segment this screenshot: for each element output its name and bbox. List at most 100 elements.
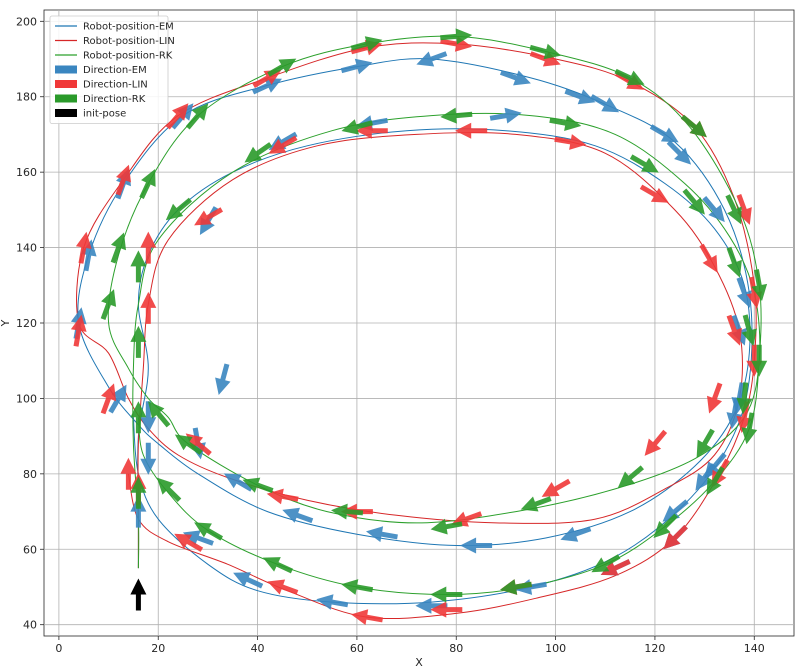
legend-box bbox=[49, 15, 169, 124]
direction-rk-arrow bbox=[267, 58, 297, 77]
x-tick-label: 20 bbox=[151, 642, 165, 655]
direction-em-arrow bbox=[252, 78, 282, 95]
direction-lin-arrow bbox=[252, 69, 282, 88]
direction-rk-arrow bbox=[520, 496, 552, 512]
y-tick-label: 120 bbox=[16, 317, 37, 330]
direction-lin-arrow bbox=[455, 122, 488, 139]
y-tick-label: 100 bbox=[16, 392, 37, 405]
direction-lin-arrow bbox=[541, 478, 571, 497]
direction-lin-arrow bbox=[430, 601, 463, 618]
direction-lin-arrow bbox=[726, 314, 742, 346]
direction-rk-arrow bbox=[194, 522, 223, 541]
direction-lin-arrow bbox=[639, 184, 669, 203]
direction-lin-arrow bbox=[115, 164, 131, 196]
direction-lin-arrow bbox=[266, 488, 299, 505]
direction-em-arrow bbox=[702, 196, 725, 223]
series-rk-line bbox=[107, 35, 762, 596]
direction-rk-arrow bbox=[725, 194, 742, 225]
grid-layer bbox=[44, 10, 794, 636]
direction-lin-arrow bbox=[100, 383, 117, 415]
direction-rk-arrow bbox=[242, 477, 274, 493]
direction-rk-arrow bbox=[617, 465, 644, 488]
legend-label: Robot-position-RK bbox=[83, 51, 173, 62]
x-tick-label: 60 bbox=[350, 642, 364, 655]
direction-rk-arrow bbox=[331, 503, 364, 520]
direction-rk-arrow bbox=[696, 428, 715, 458]
legend-patch-swatch bbox=[55, 94, 77, 103]
legend-label: Direction-RK bbox=[83, 94, 146, 105]
direction-lin-arrow bbox=[699, 243, 718, 273]
direction-rk-arrow bbox=[430, 518, 463, 535]
legend-patch-swatch bbox=[55, 65, 77, 74]
direction-rk-arrow bbox=[165, 197, 192, 221]
direction-rk-arrow bbox=[549, 115, 582, 131]
direction-lin-arrow bbox=[194, 207, 223, 226]
direction-rk-arrow bbox=[706, 466, 725, 496]
x-tick-label: 140 bbox=[744, 642, 765, 655]
direction-rk-arrow bbox=[341, 579, 374, 595]
direction-em-arrow bbox=[223, 473, 253, 492]
legend-label: Direction-LIN bbox=[83, 80, 148, 91]
direction-rk-arrow bbox=[500, 579, 532, 595]
direction-rk-arrow bbox=[350, 36, 383, 52]
direction-lin-arrow bbox=[268, 135, 298, 154]
y-tick-label: 180 bbox=[16, 91, 37, 104]
direction-em-arrow bbox=[666, 140, 692, 165]
direction-em-arrow bbox=[282, 507, 314, 524]
direction-rk-arrow bbox=[139, 169, 156, 199]
y-tick-label: 80 bbox=[23, 468, 37, 481]
direction-em-arrow bbox=[340, 58, 373, 75]
direction-lin-arrow bbox=[351, 609, 383, 625]
direction-em-arrow bbox=[460, 537, 493, 554]
arrows-layer bbox=[70, 28, 768, 625]
direction-lin-arrow bbox=[736, 401, 753, 433]
direction-rk-arrow bbox=[430, 586, 463, 603]
y-tick-label: 160 bbox=[16, 166, 37, 179]
x-tick-label: 0 bbox=[55, 642, 62, 655]
direction-em-arrow bbox=[489, 107, 522, 124]
x-tick-label: 100 bbox=[545, 642, 566, 655]
x-tick-label: 80 bbox=[449, 642, 463, 655]
direction-rk-arrow bbox=[156, 477, 182, 502]
direction-rk-arrow bbox=[262, 557, 293, 574]
y-tick-label: 40 bbox=[23, 619, 37, 632]
direction-lin-arrow bbox=[267, 579, 299, 595]
direction-rk-arrow bbox=[440, 28, 473, 45]
direction-em-arrow bbox=[564, 88, 596, 105]
y-tick-label: 60 bbox=[23, 543, 37, 556]
ticks-layer: 0 20 40 60 80 100 120 140 40 60 80 100 120 140 160 180 2… bbox=[16, 15, 765, 655]
direction-em-arrow bbox=[736, 276, 752, 308]
direction-rk-arrow bbox=[741, 412, 758, 445]
direction-em-arrow bbox=[130, 495, 147, 528]
direction-rk-arrow bbox=[130, 401, 147, 434]
direction-em-arrow bbox=[662, 499, 689, 522]
direction-em-arrow bbox=[80, 239, 97, 272]
legend: Robot-position-EM Robot-position-LIN Robot… bbox=[49, 15, 175, 124]
direction-em-arrow bbox=[416, 51, 448, 67]
y-tick-label: 140 bbox=[16, 242, 37, 255]
direction-lin-arrow bbox=[120, 457, 137, 490]
legend-patch-swatch bbox=[55, 80, 77, 88]
direction-em-arrow bbox=[500, 70, 531, 86]
legend-patch-swatch bbox=[55, 109, 77, 117]
direction-lin-arrow bbox=[75, 231, 92, 264]
direction-em-arrow bbox=[140, 401, 157, 434]
direction-rk-arrow bbox=[130, 250, 147, 283]
x-tick-label: 120 bbox=[644, 642, 665, 655]
direction-rk-arrow bbox=[148, 401, 171, 428]
y-tick-label: 200 bbox=[16, 15, 37, 28]
direction-lin-arrow bbox=[736, 194, 752, 225]
legend-label: Direction-EM bbox=[83, 65, 147, 76]
series-lin-line bbox=[76, 42, 757, 620]
direction-lin-arrow bbox=[174, 533, 204, 552]
direction-em-arrow bbox=[590, 94, 620, 113]
direction-em-arrow bbox=[215, 363, 231, 395]
direction-rk-arrow bbox=[100, 289, 117, 320]
init-pose-arrow bbox=[130, 578, 147, 611]
direction-lin-arrow bbox=[644, 429, 668, 456]
direction-lin-arrow bbox=[185, 433, 212, 456]
direction-rk-arrow bbox=[726, 246, 742, 278]
direction-rk-arrow bbox=[174, 434, 203, 455]
direction-lin-arrow bbox=[746, 276, 763, 309]
direction-lin-arrow bbox=[165, 103, 189, 130]
